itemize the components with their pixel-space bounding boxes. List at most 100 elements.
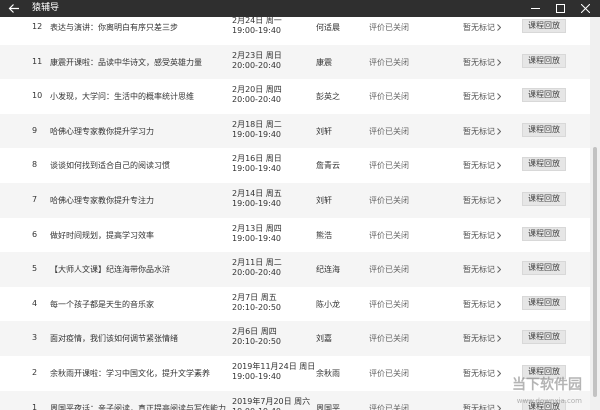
title-bar: 猿辅导: [0, 0, 600, 17]
course-number: 12: [32, 22, 43, 31]
evaluation-status: 评价已关闭: [369, 92, 409, 102]
course-date: 2月23日 周日: [232, 50, 282, 60]
mark-link[interactable]: 暂无标记: [463, 299, 502, 310]
mark-link[interactable]: 暂无标记: [463, 57, 502, 68]
close-button[interactable]: [581, 4, 590, 13]
course-row: 3 面对疫情，我们该如何调节紧张情绪 2月6日 周四 20:10-20:50 刘嘉 评价已…: [0, 321, 590, 356]
replay-button[interactable]: 课程回放: [522, 88, 566, 103]
course-date: 2019年7月20日 周六: [232, 396, 311, 406]
teacher-name: 刘轩: [316, 195, 332, 205]
course-number: 4: [32, 298, 38, 308]
scrollbar-thumb[interactable]: [593, 147, 597, 397]
scrollbar[interactable]: [590, 17, 600, 410]
chevron-icon: [497, 93, 502, 101]
course-title: 余秋雨开课啦：学习中国文化，提升文学素养: [50, 368, 210, 378]
course-date: 2月20日 周四: [232, 85, 282, 95]
mark-link[interactable]: 暂无标记: [463, 126, 502, 137]
course-time: 20:00-20:40: [232, 60, 281, 70]
back-button[interactable]: [8, 3, 20, 14]
chevron-icon: [497, 231, 502, 239]
course-title: 做好时间规划，提高学习效率: [50, 230, 154, 240]
mark-text: 暂无标记: [463, 299, 495, 309]
replay-button[interactable]: 课程回放: [522, 364, 566, 379]
teacher-name: 熊浩: [316, 230, 332, 240]
mark-text: 暂无标记: [463, 23, 495, 32]
course-schedule: 2月13日 周四 19:00-19:40: [232, 224, 282, 244]
course-list-inner: 12 表达与演讲：你离明白有序只差三步 2月24日 周一 19:00-19:40 何适晨…: [0, 17, 590, 410]
chevron-icon: [497, 335, 502, 343]
chevron-icon: [497, 300, 502, 308]
teacher-name: 刘轩: [316, 126, 332, 136]
teacher-name: 纪连海: [316, 265, 340, 275]
mark-link[interactable]: 暂无标记: [463, 368, 502, 379]
replay-button[interactable]: 课程回放: [522, 53, 566, 68]
course-title: 周国平夜话：亲子阅读，真正提高阅读与写作能力: [50, 403, 226, 410]
mark-link[interactable]: 暂无标记: [463, 403, 502, 410]
replay-button[interactable]: 课程回放: [522, 295, 566, 310]
chevron-icon: [497, 127, 502, 135]
course-schedule: 2019年11月24日 周日 19:00-19:40: [232, 362, 315, 382]
watermark-url: www.downxia.com: [516, 397, 582, 405]
course-title: 康震开课啦：品读中华诗文，感受英雄力量: [50, 57, 202, 67]
course-time: 19:00-19:40: [232, 407, 310, 410]
chevron-icon: [497, 266, 502, 274]
course-schedule: 2月18日 周二 19:00-19:40: [232, 120, 282, 140]
course-number: 10: [32, 91, 43, 101]
course-date: 2月16日 周日: [232, 154, 282, 164]
course-date: 2019年11月24日 周日: [232, 361, 316, 371]
evaluation-status: 评价已关闭: [369, 299, 409, 309]
course-number: 9: [32, 125, 38, 135]
teacher-name: 康震: [316, 57, 332, 67]
teacher-name: 周国平: [316, 403, 340, 410]
mark-text: 暂无标记: [463, 265, 495, 275]
teacher-name: 何适晨: [316, 23, 340, 32]
course-schedule: 2月20日 周四 20:00-20:40: [232, 85, 282, 105]
course-number: 2: [32, 367, 38, 377]
course-time: 19:00-19:40: [232, 129, 281, 139]
mark-link[interactable]: 暂无标记: [463, 22, 502, 33]
evaluation-status: 评价已关闭: [369, 126, 409, 136]
course-number: 8: [32, 160, 38, 170]
replay-button[interactable]: 课程回放: [522, 122, 566, 137]
course-time: 19:00-19:40: [232, 371, 281, 381]
teacher-name: 彭英之: [316, 92, 340, 102]
minimize-button[interactable]: [531, 4, 540, 13]
course-schedule: 2月6日 周四 20:10-20:50: [232, 327, 281, 347]
replay-button[interactable]: 课程回放: [522, 399, 566, 410]
course-time: 19:00-19:40: [232, 26, 281, 35]
course-title: 小发现，大学问：生活中的概率统计思维: [50, 92, 194, 102]
course-number: 1: [32, 402, 38, 410]
evaluation-status: 评价已关闭: [369, 334, 409, 344]
replay-button[interactable]: 课程回放: [522, 191, 566, 206]
replay-button[interactable]: 课程回放: [522, 226, 566, 241]
course-date: 2月24日 周一: [232, 17, 282, 25]
replay-button[interactable]: 课程回放: [522, 261, 566, 276]
course-schedule: 2月24日 周一 19:00-19:40: [232, 17, 282, 36]
replay-button[interactable]: 课程回放: [522, 19, 566, 33]
course-schedule: 2019年7月20日 周六19:00-19:40: [232, 397, 310, 410]
mark-link[interactable]: 暂无标记: [463, 91, 502, 102]
course-time: 20:10-20:50: [232, 337, 281, 347]
course-schedule: 2月14日 周五 19:00-19:40: [232, 189, 282, 209]
maximize-button[interactable]: [556, 4, 565, 13]
mark-link[interactable]: 暂无标记: [463, 230, 502, 241]
course-row: 7 哈佛心理专家教你提升专注力 2月14日 周五 19:00-19:40 刘轩 评价已关闭…: [0, 182, 590, 218]
mark-link[interactable]: 暂无标记: [463, 195, 502, 206]
mark-link[interactable]: 暂无标记: [463, 264, 502, 275]
course-number: 5: [32, 264, 38, 274]
course-time: 20:00-20:40: [232, 268, 281, 278]
evaluation-status: 评价已关闭: [369, 403, 409, 410]
replay-button[interactable]: 课程回放: [522, 157, 566, 172]
course-row: 12 表达与演讲：你离明白有序只差三步 2月24日 周一 19:00-19:40 何适晨…: [0, 17, 590, 45]
mark-link[interactable]: 暂无标记: [463, 333, 502, 344]
watermark: 当下软件园: [512, 377, 582, 393]
teacher-name: 詹青云: [316, 161, 340, 171]
course-date: 2月11日 周二: [232, 258, 282, 268]
course-number: 3: [32, 333, 38, 343]
course-title: 面对疫情，我们该如何调节紧张情绪: [50, 334, 178, 344]
course-number: 6: [32, 229, 38, 239]
mark-text: 暂无标记: [463, 126, 495, 136]
mark-text: 暂无标记: [463, 334, 495, 344]
mark-link[interactable]: 暂无标记: [463, 160, 502, 171]
replay-button[interactable]: 课程回放: [522, 330, 566, 345]
